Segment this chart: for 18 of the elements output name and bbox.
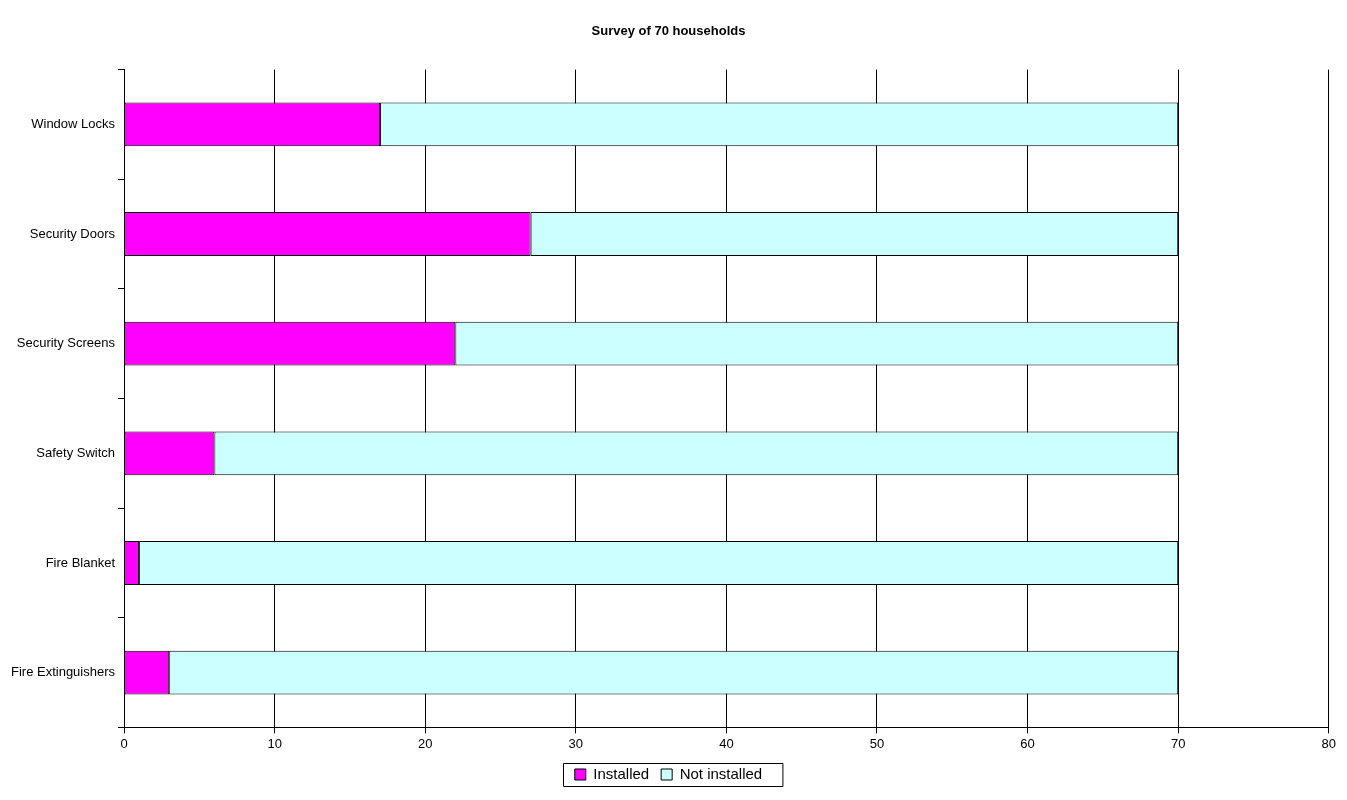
- y-tick-label: Window Locks: [31, 115, 116, 131]
- y-tick-label: Safety Switch: [36, 444, 116, 460]
- x-tick-label: 10: [267, 735, 282, 751]
- x-tick-label: 30: [568, 735, 584, 751]
- x-tick-label: 0: [120, 735, 128, 751]
- y-tick-label: Security Doors: [29, 225, 116, 241]
- legend-label: Installed: [593, 764, 650, 782]
- x-tick-label: 70: [1170, 735, 1186, 751]
- y-tick-label: Fire Extinguishers: [10, 664, 116, 680]
- y-tick-label: Security Screens: [16, 335, 116, 351]
- x-tick-label: 50: [869, 735, 885, 751]
- x-tick-label: 80: [1321, 735, 1336, 751]
- legend-label: Not installed: [679, 764, 763, 782]
- chart-title: Survey of 70 households: [591, 23, 746, 39]
- x-tick-label: 20: [417, 735, 433, 751]
- y-tick-label: Fire Blanket: [45, 554, 116, 570]
- x-tick-label: 60: [1020, 735, 1035, 751]
- x-tick-label: 40: [719, 735, 734, 751]
